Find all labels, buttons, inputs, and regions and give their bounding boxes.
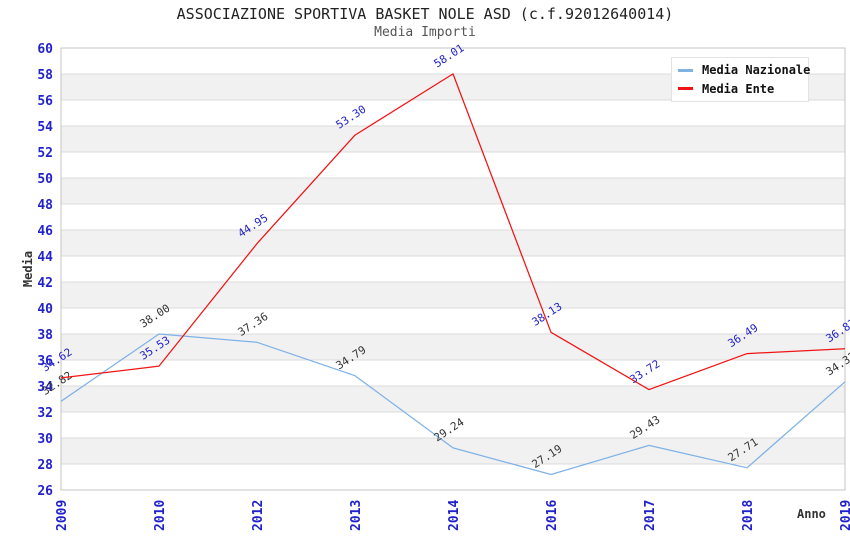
legend-swatch-line-icon <box>678 68 693 72</box>
y-tick-label: 26 <box>37 484 53 499</box>
x-tick-label: 2014 <box>447 500 462 531</box>
point-value-label: 36.87 <box>824 316 850 345</box>
point-value-label: 58.01 <box>432 41 467 70</box>
y-tick-label: 56 <box>37 94 53 109</box>
legend-item-media-nazionale: Media Nazionale <box>678 63 810 77</box>
x-tick-label: 2017 <box>643 500 658 531</box>
y-tick-label: 42 <box>37 276 53 291</box>
y-tick-label: 32 <box>37 406 53 421</box>
y-tick-label: 48 <box>37 198 53 213</box>
x-tick-label: 2018 <box>741 500 756 531</box>
series-line <box>60 333 846 476</box>
legend-item-media-ente: Media Ente <box>678 82 802 96</box>
grid-band <box>61 334 845 360</box>
y-tick-label: 36 <box>37 354 53 369</box>
grid-band <box>61 386 845 412</box>
chart-subtitle: Media Importi <box>374 25 476 40</box>
legend: Media Nazionale Media Ente <box>671 57 810 102</box>
y-tick-label: 44 <box>37 250 53 265</box>
y-tick-label: 60 <box>37 42 53 57</box>
grid-band <box>61 230 845 256</box>
x-tick-label: 2013 <box>349 500 364 531</box>
legend-swatch-line-icon <box>678 87 693 91</box>
x-axis-title: Anno <box>797 507 826 521</box>
y-tick-label: 52 <box>37 146 53 161</box>
grid-band <box>61 282 845 308</box>
y-tick-label: 38 <box>37 328 53 343</box>
y-tick-label: 50 <box>37 172 53 187</box>
grid-band <box>61 126 845 152</box>
x-tick-label: 2009 <box>55 500 70 531</box>
x-tick-label: 2019 <box>839 500 850 531</box>
chart-title: ASSOCIAZIONE SPORTIVA BASKET NOLE ASD (c… <box>176 5 674 23</box>
point-value-label: 33.72 <box>628 357 663 386</box>
grid-band <box>61 178 845 204</box>
legend-label: Media Nazionale <box>702 63 811 78</box>
y-tick-label: 58 <box>37 68 53 83</box>
x-tick-label: 2016 <box>545 500 560 531</box>
x-tick-label: 2010 <box>153 500 168 531</box>
y-tick-label: 54 <box>37 120 53 135</box>
y-tick-label: 40 <box>37 302 53 317</box>
y-tick-label: 30 <box>37 432 53 447</box>
y-tick-label: 28 <box>37 458 53 473</box>
y-tick-label: 46 <box>37 224 53 239</box>
series-line <box>60 73 846 391</box>
x-tick-label: 2012 <box>251 500 266 531</box>
plot-frame <box>60 47 846 491</box>
grid-band <box>61 438 845 464</box>
y-tick-label: 34 <box>37 380 53 395</box>
legend-label: Media Ente <box>702 81 775 96</box>
